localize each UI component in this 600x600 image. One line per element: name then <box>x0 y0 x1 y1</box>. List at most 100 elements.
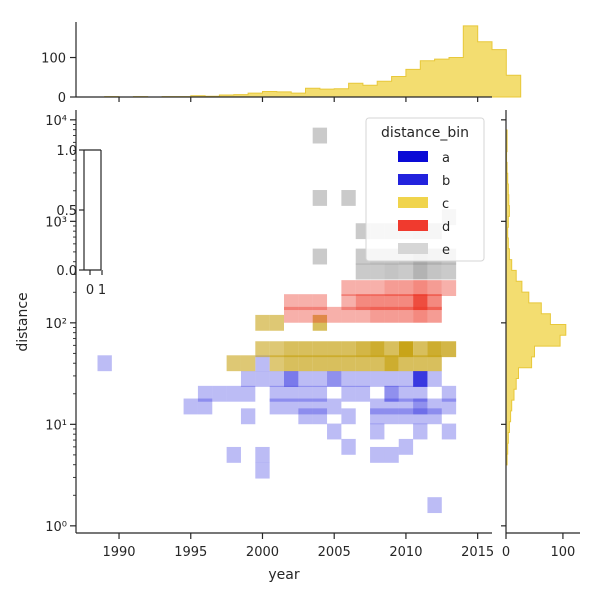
heatmap-cell <box>240 408 256 425</box>
heatmap-cell <box>298 371 313 387</box>
heatmap-cell <box>427 371 442 387</box>
heatmap-cell <box>341 306 356 323</box>
heatmap-cell <box>370 423 385 440</box>
heatmap-cell <box>269 341 284 358</box>
heatmap-cell <box>398 408 414 425</box>
heatmap-cell <box>255 446 270 463</box>
heatmap-cell <box>355 355 371 372</box>
legend-swatch-b <box>398 174 428 185</box>
heatmap-cell <box>384 371 399 387</box>
heatmap-cell <box>370 306 385 323</box>
heatmap-cell <box>355 341 371 358</box>
heatmap-cell <box>312 248 328 265</box>
colorbar-tick-label: 0.5 <box>56 204 77 219</box>
heatmap-cell <box>312 190 328 206</box>
heatmap-cell <box>255 314 270 331</box>
marginal-y-tick-label: 0 <box>502 545 510 560</box>
heatmap-cell <box>312 408 328 425</box>
marginal-y-tick-label: 100 <box>551 545 576 560</box>
heatmap-cell <box>341 280 356 297</box>
heatmap-cell <box>327 371 342 387</box>
x-tick-label: 1990 <box>102 545 135 560</box>
heatmap-cell <box>441 423 457 440</box>
heatmap-cell <box>327 306 342 323</box>
heatmap-cell <box>384 446 399 463</box>
x-tick-label: 2005 <box>318 545 351 560</box>
heatmap-cell <box>398 263 414 280</box>
heatmap-cell <box>327 398 342 415</box>
heatmap-cell <box>398 341 414 358</box>
heatmap-cell <box>427 306 442 323</box>
heatmap-cell <box>240 385 256 402</box>
heatmap-cell <box>341 341 356 358</box>
colorbar-tick-label: 1.0 <box>56 144 77 159</box>
heatmap-cell <box>398 355 414 372</box>
heatmap-cell <box>312 398 328 415</box>
heatmap-cell <box>341 385 356 402</box>
heatmap-cell <box>312 306 328 323</box>
legend-label-e: e <box>442 243 450 258</box>
heatmap-cell <box>413 306 428 323</box>
heatmap-cell <box>441 280 457 297</box>
legend-frame <box>365 117 485 262</box>
x-tick-label: 1995 <box>174 545 207 560</box>
heatmap-cell <box>370 294 385 311</box>
heatmap-cell <box>197 385 213 402</box>
heatmap-cell <box>413 263 428 280</box>
heatmap-cell <box>370 371 385 387</box>
y-tick-label: 10⁴ <box>45 114 67 129</box>
heatmap-cell <box>413 408 428 425</box>
heatmap-cell <box>341 371 356 387</box>
y-tick-label: 10⁰ <box>45 520 67 535</box>
heatmap-cell <box>398 398 414 415</box>
heatmap-cell <box>255 462 270 479</box>
heatmap-cell <box>413 280 428 297</box>
heatmap-cell <box>370 398 385 415</box>
heatmap-cell <box>240 355 256 372</box>
heatmap-cell <box>384 306 399 323</box>
heatmap-cell <box>427 408 442 425</box>
colorbar-tick-label: 0.0 <box>56 264 77 279</box>
heatmap-cell <box>427 497 442 514</box>
heatmap-cell <box>398 280 414 297</box>
heatmap-cell <box>398 371 414 387</box>
heatmap-cell <box>298 408 313 425</box>
heatmap-cell <box>312 127 328 144</box>
heatmap-cell <box>398 294 414 311</box>
x-tick-label: 2000 <box>246 545 279 560</box>
heatmap-cell <box>384 408 399 425</box>
heatmap-cell <box>370 263 385 280</box>
heatmap-cell <box>312 371 328 387</box>
legend-label-b: b <box>442 174 450 189</box>
heatmap-cell <box>298 385 313 402</box>
heatmap-cell <box>312 385 328 402</box>
heatmap-cell <box>413 341 428 358</box>
heatmap-cell <box>370 280 385 297</box>
marginal-x-histogram: 0 100 <box>41 22 522 106</box>
heatmap-cell <box>341 438 356 455</box>
heatmap-cell <box>355 306 371 323</box>
y-tick-label: 10¹ <box>45 418 67 433</box>
y-tick-label: 10² <box>45 317 67 332</box>
heatmap-cell <box>384 398 399 415</box>
heatmap-cell <box>398 385 414 402</box>
heatmap-cell <box>413 398 428 415</box>
hue-series-d <box>284 280 457 323</box>
heatmap-cell <box>341 190 356 206</box>
heatmap-cell <box>427 294 442 311</box>
legend-swatch-d <box>398 220 428 231</box>
heatmap-cell <box>341 294 356 311</box>
heatmap-cell <box>355 385 371 402</box>
heatmap-cell <box>398 438 414 455</box>
heatmap-cell <box>226 355 241 372</box>
hue-series-c <box>226 314 457 372</box>
heatmap-cell <box>312 355 328 372</box>
heatmap-cell <box>427 398 442 415</box>
heatmap-cell <box>427 355 442 372</box>
heatmap-cell <box>269 385 284 402</box>
heatmap-cell <box>312 341 328 358</box>
heatmap-cell <box>384 280 399 297</box>
heatmap-cell <box>384 355 399 372</box>
heatmap-cell <box>298 306 313 323</box>
